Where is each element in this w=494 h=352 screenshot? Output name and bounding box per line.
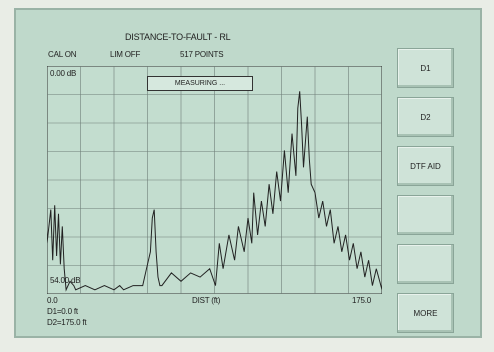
- measuring-banner: MEASURING ...: [147, 76, 253, 91]
- x-start-label: 0.0: [47, 296, 58, 305]
- y-bottom-label: 54.00 dB: [50, 276, 81, 285]
- x-axis-label: DIST (ft): [192, 296, 221, 305]
- marker-d1-readout: D1=0.0 ft: [47, 307, 78, 316]
- limit-status: LIM OFF: [110, 50, 141, 59]
- softkey-blank-1[interactable]: [397, 195, 454, 235]
- return-loss-trace: [47, 91, 382, 292]
- softkey-dtf-aid[interactable]: DTF AID: [397, 146, 454, 186]
- softkey-d1[interactable]: D1: [397, 48, 454, 88]
- marker-d2-readout: D2=175.0 ft: [47, 318, 87, 327]
- y-top-label: 0.00 dB: [50, 69, 77, 78]
- dtf-chart: [47, 66, 382, 294]
- grid-lines: [47, 66, 382, 294]
- softkey-more[interactable]: MORE: [397, 293, 454, 333]
- softkey-d2[interactable]: D2: [397, 97, 454, 137]
- points-status: 517 POINTS: [180, 50, 224, 59]
- x-end-label: 175.0: [352, 296, 372, 305]
- softkey-blank-2[interactable]: [397, 244, 454, 284]
- page-title: DISTANCE-TO-FAULT - RL: [125, 32, 231, 42]
- cal-status: CAL ON: [48, 50, 77, 59]
- trace-group: [47, 91, 382, 292]
